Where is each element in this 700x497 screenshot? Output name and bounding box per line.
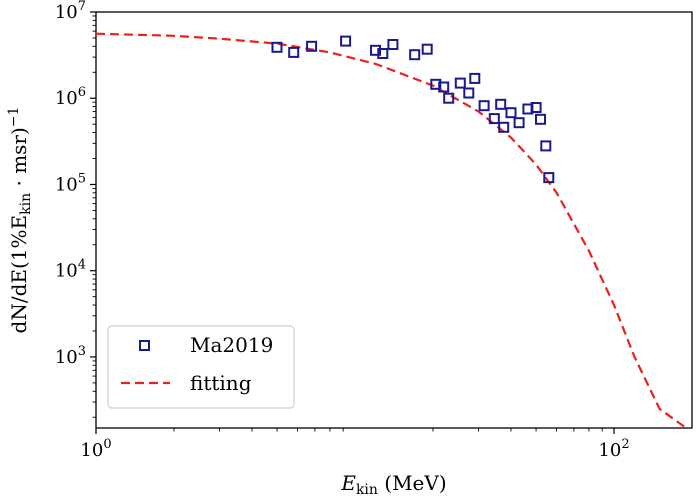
y-tick-label: 107 [55,0,86,23]
data-point [543,172,555,184]
data-point [409,49,421,61]
data-point [387,39,399,50]
x-axis-label-rest: (MeV) [378,471,447,495]
data-point [438,81,450,93]
data-point [513,117,525,129]
y-axis-label: dN/dE(1%Ekin · msr)−1 [6,107,34,334]
series-line-fitting [95,32,687,429]
data-point [463,87,475,99]
data-point [430,78,442,90]
y-axis-label-sub: kin [18,193,34,215]
data-point [271,41,283,53]
x-axis-label-sub: kin [356,482,378,497]
data-point [530,102,542,113]
minor-ticks [92,15,603,432]
y-tick-label: 103 [55,344,86,368]
series-layer [95,32,687,429]
major-ticks [90,11,615,434]
tick-labels: 100 102 103 104 105 106 107 [55,0,630,461]
legend-label-fitting: fitting [190,371,252,395]
y-axis-label-sup: −1 [6,107,22,128]
y-axis-label-text: dN/dE(1%E [7,215,31,334]
y-axis-label-rest: · msr) [7,127,31,193]
x-tick-label: 100 [80,437,111,461]
data-point [377,48,389,59]
x-axis-label-main: E [340,471,356,495]
data-point [288,46,300,58]
data-point [469,72,481,84]
legend-marker-ma2019 [139,340,150,351]
data-point [535,113,546,125]
y-tick-label: 104 [55,258,86,282]
data-point [370,44,381,56]
data-point [340,35,352,47]
y-tick-label: 105 [55,171,86,195]
legend: Ma2019 fitting [107,325,295,409]
data-point [306,40,318,52]
plot-area: 100 102 103 104 105 106 107 [55,0,693,461]
plot-frame [95,11,693,429]
data-point [495,98,507,110]
x-axis-label: Ekin (MeV) [340,471,446,497]
data-point [505,107,517,119]
x-tick-label: 102 [598,437,629,461]
data-point [498,121,510,133]
data-point [443,92,455,104]
data-point [540,140,552,152]
data-point [421,43,433,55]
legend-label-ma2019: Ma2019 [190,333,273,357]
data-point [454,77,466,89]
legend-box [107,325,295,409]
data-point [488,113,500,125]
y-tick-label: 106 [55,85,86,109]
data-point [478,100,490,112]
series-points-ma2019 [271,35,555,184]
